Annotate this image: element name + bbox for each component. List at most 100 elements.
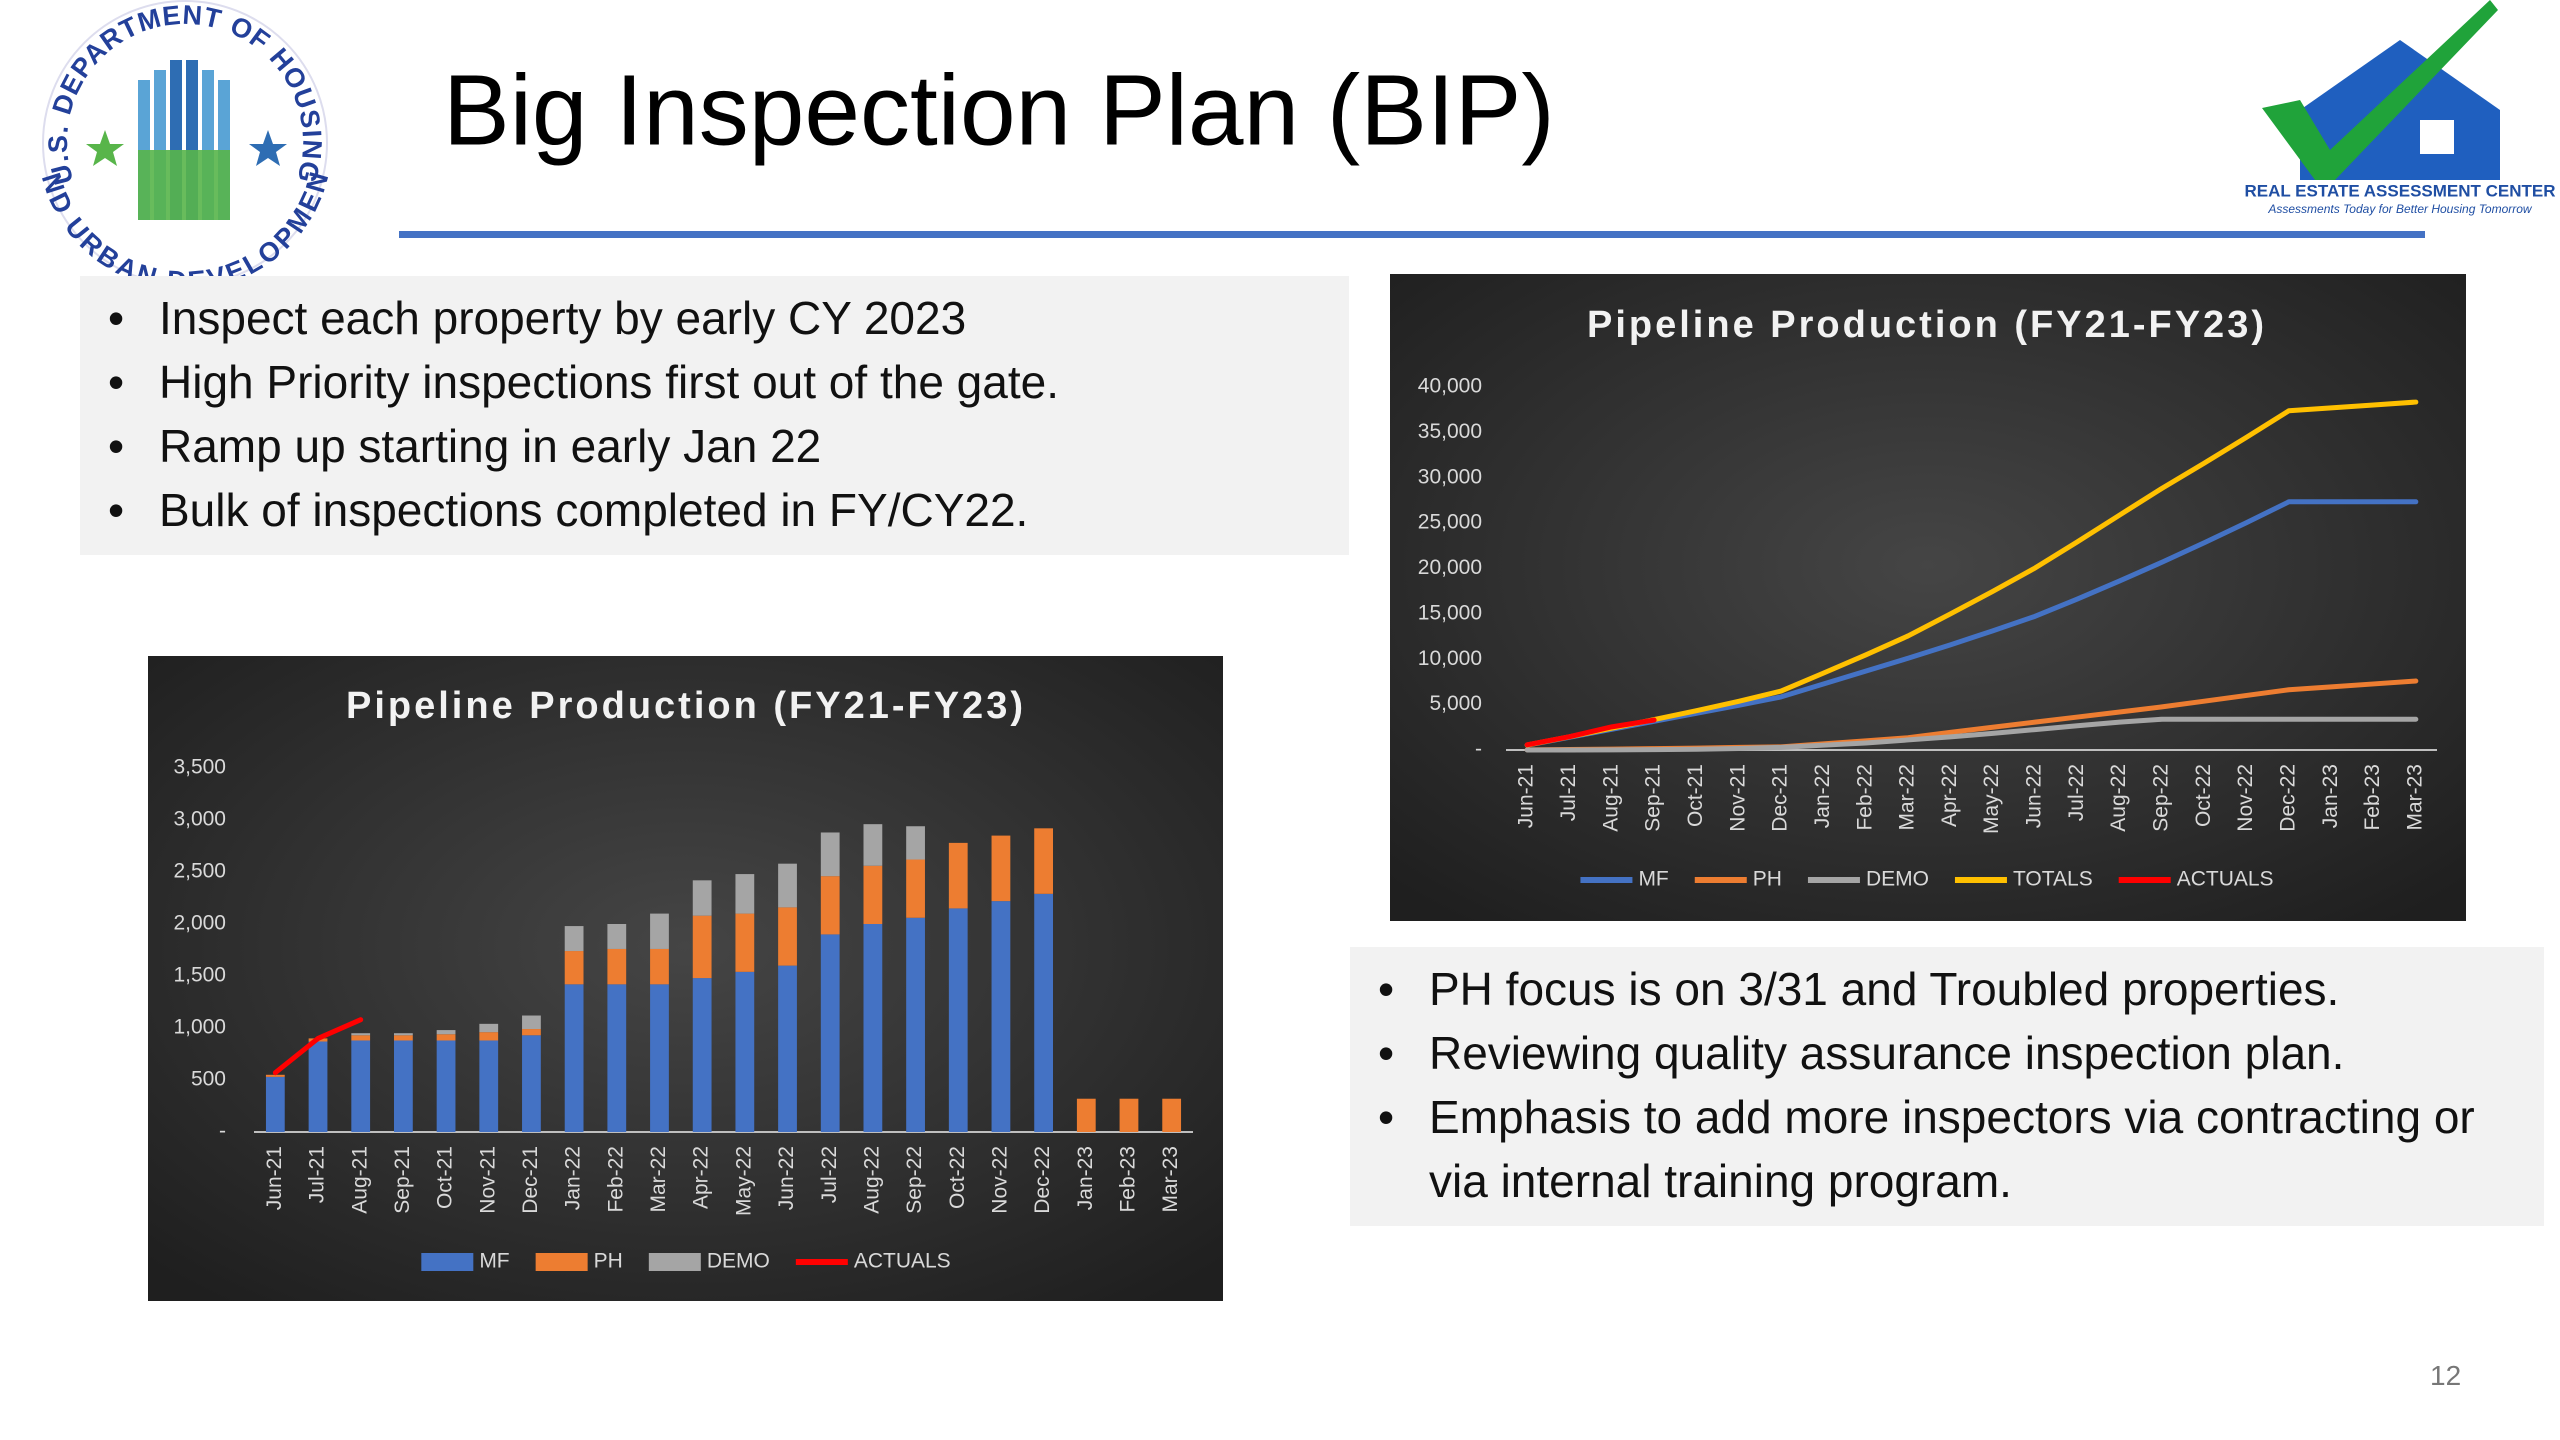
bar-segment [607,948,627,985]
x-tick-label: Jan-23 [1074,1146,1097,1210]
chart-panel [148,656,1223,1301]
legend-label: DEMO [1866,868,1929,891]
chart-title: Pipeline Production (FY21-FY23) [346,685,1026,727]
x-tick-label: Jun-22 [2023,764,2046,828]
bullet-list: Inspect each property by early CY 2023Hi… [80,286,1349,542]
bar-segment [522,1035,541,1132]
y-tick-label: 500 [191,1068,226,1091]
x-tick-label: Sep-22 [2149,764,2172,832]
bar-segment [692,880,712,916]
bar-segment [948,842,968,909]
bar-segment [564,984,584,1132]
y-tick-label: - [1475,738,1482,761]
logo-check [2262,0,2498,180]
bar-segment [522,1029,541,1036]
x-tick-label: Jul-22 [818,1146,841,1203]
logo-star [86,130,124,166]
bar-segment [991,835,1011,902]
page-number: 12 [2430,1360,2462,1391]
bar-segment [1034,828,1054,894]
bar-segment [948,908,968,1132]
legend-swatch [648,1253,701,1271]
legend-label: PH [594,1250,623,1273]
bar-segment [1162,1098,1182,1132]
x-tick-label: Sep-21 [391,1146,414,1214]
y-tick-label: 1,500 [173,964,226,987]
bar-segment [393,1040,413,1132]
series-line [1524,716,2419,753]
bar-segment [650,984,669,1132]
x-tick-label: Aug-21 [1599,764,1622,832]
bar-segment [393,1035,413,1041]
bullet: Ramp up starting in early Jan 22 [80,414,1349,478]
bullet: PH focus is on 3/31 and Troubled propert… [1350,957,2524,1021]
x-tick-label: Nov-21 [1726,764,1749,832]
bar-segment [351,1040,371,1132]
bar-segment [820,934,840,1132]
bar-segment [393,1033,413,1036]
x-tick-label: Nov-21 [476,1146,499,1214]
bullet-list: PH focus is on 3/31 and Troubled propert… [1350,957,2524,1213]
legend-label: ACTUALS [854,1250,951,1273]
y-tick-label: 2,500 [173,860,226,883]
bar-segment [351,1033,371,1036]
y-tick-label: 2,000 [173,912,226,935]
x-tick-label: Aug-22 [2107,764,2130,832]
bar-segment [906,917,925,1132]
x-tick-label: Dec-22 [1031,1146,1054,1214]
slide-title: Big Inspection Plan (BIP) [443,54,1555,166]
y-tick-label: - [219,1120,226,1143]
chart: Pipeline Production (FY21-FY23) - 500 1,000… [173,685,1193,1273]
x-tick-label: Oct-22 [2192,764,2215,827]
bar-segment [735,874,755,914]
bar-segment [607,924,627,949]
bullet: Bulk of inspections completed in FY/CY22… [80,478,1349,542]
bar-segment [906,859,925,918]
x-tick-label: Feb-23 [2361,764,2384,831]
x-tick-label: Dec-21 [519,1146,542,1214]
x-tick-label: Dec-22 [2276,764,2299,832]
bar-segment [479,1023,499,1033]
series-line [272,1017,364,1076]
bullet-box: Inspect each property by early CY 2023Hi… [80,276,1349,555]
x-tick-label: Jun-21 [263,1146,286,1210]
bar-segment [436,1030,456,1035]
y-tick-label: 30,000 [1418,465,1482,488]
x-tick-label: Sep-21 [1642,764,1665,832]
bar-segment [479,1040,499,1132]
legend-label: DEMO [707,1250,770,1273]
bar-segment [564,951,584,985]
legend-swatch [535,1253,588,1271]
bar-segment [650,913,669,949]
x-tick-label: Jul-21 [306,1146,329,1203]
bar-segment [692,915,712,979]
bar-segment [650,948,669,985]
bar-segment [1119,1098,1139,1132]
y-tick-label: 10,000 [1418,647,1482,670]
bar-segment [607,984,627,1132]
x-tick-label: Aug-21 [348,1146,371,1214]
legend: MF PH DEMO TOTALS ACTUALS [1580,868,2274,891]
x-tick-label: Feb-23 [1117,1146,1140,1213]
bar-segment [863,924,883,1132]
y-tick-label: 15,000 [1418,601,1482,624]
y-tick-label: 35,000 [1418,420,1482,443]
y-tick-label: 3,500 [173,756,226,779]
legend-label: MF [479,1250,509,1273]
logo-building [138,60,230,220]
bar-segment [564,926,584,952]
bar-segment [863,824,883,866]
bullet: Emphasis to add more inspectors via cont… [1350,1085,2524,1213]
x-tick-label: Sep-22 [903,1146,926,1214]
x-tick-label: Apr-22 [1938,764,1961,827]
logo-star [249,130,287,166]
bar-segment [863,865,883,924]
logo-window [2420,120,2454,154]
bar-segment [436,1040,456,1132]
bar-segment [308,1041,328,1132]
bar-segment [820,832,840,877]
x-tick-label: Dec-21 [1769,764,1792,832]
bar-segment [778,863,797,908]
